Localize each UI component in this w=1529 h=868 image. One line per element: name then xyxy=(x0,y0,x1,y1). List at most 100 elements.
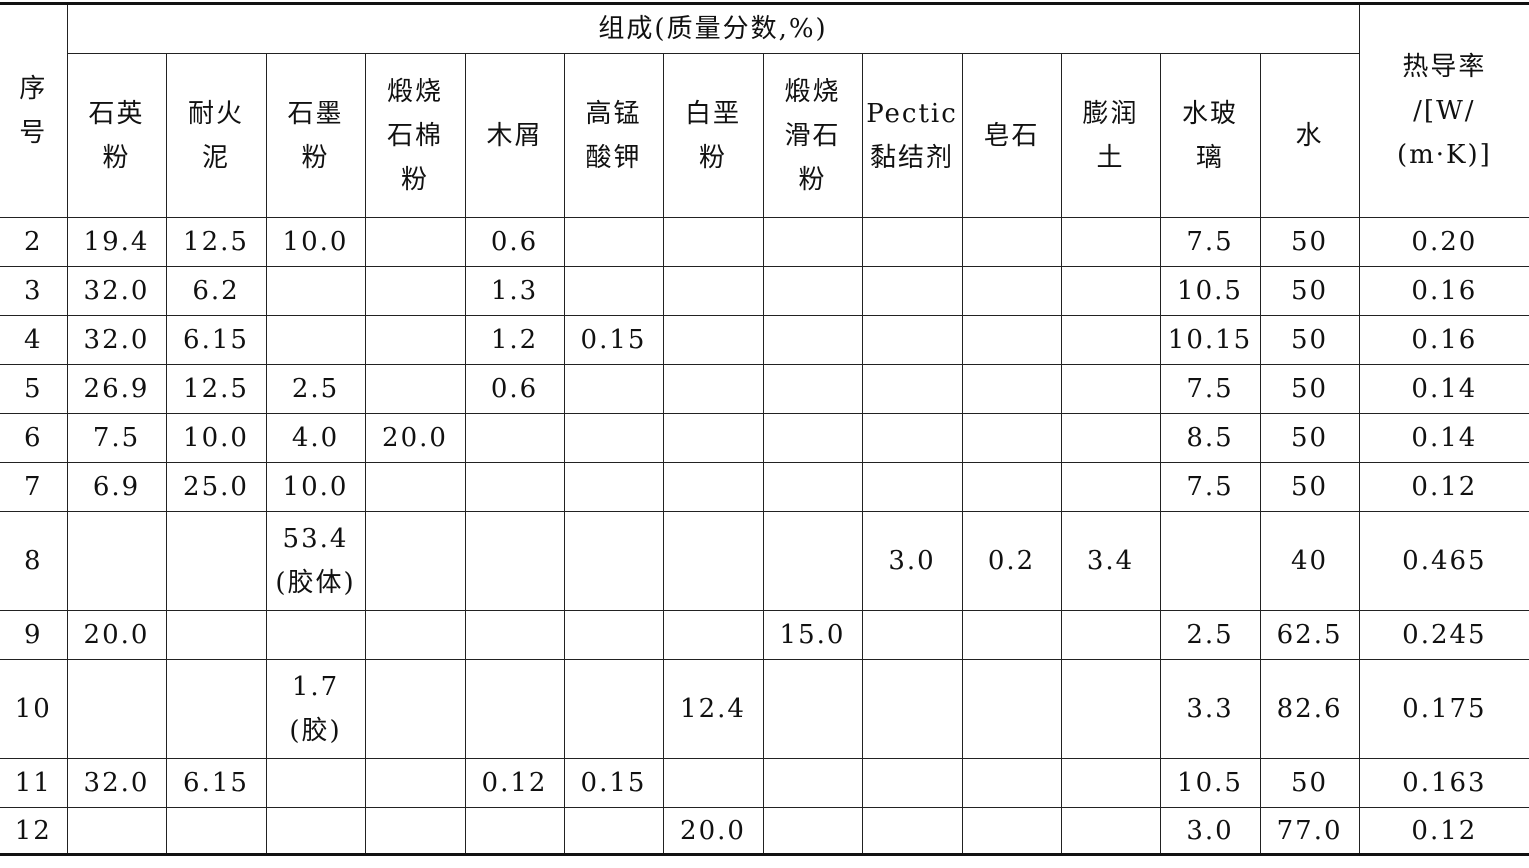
table-cell: 10.5 xyxy=(1159,266,1261,316)
table-cell: 6.15 xyxy=(165,758,267,808)
table-cell xyxy=(563,413,664,463)
row-index: 9 xyxy=(0,610,68,660)
column-header: 皂石 xyxy=(961,53,1062,218)
table-cell: 50 xyxy=(1259,364,1360,414)
table-cell: 2.5 xyxy=(1159,610,1261,660)
table-cell xyxy=(1060,217,1161,267)
row-index: 7 xyxy=(0,462,68,512)
conductivity-cell: 0.14 xyxy=(1358,364,1529,414)
table-cell xyxy=(364,364,466,414)
table-cell: 20.0 xyxy=(662,807,764,856)
table-cell: 10.0 xyxy=(265,462,366,512)
row-index: 5 xyxy=(0,364,68,414)
column-header: 煅烧 滑石 粉 xyxy=(762,53,863,218)
table-cell xyxy=(961,315,1062,365)
table-cell xyxy=(265,315,366,365)
table-row: 3 32.0 6.2 1.3 10.5 50 0.16 xyxy=(0,266,1529,316)
conductivity-cell: 0.12 xyxy=(1358,462,1529,512)
row-index: 12 xyxy=(0,807,68,856)
table-cell xyxy=(464,462,565,512)
table-cell xyxy=(563,659,664,759)
table-cell xyxy=(265,610,366,660)
table-cell xyxy=(165,807,267,856)
table-cell: 4.0 xyxy=(265,413,366,463)
table-cell xyxy=(961,413,1062,463)
table-cell: 7.5 xyxy=(1159,217,1261,267)
row-index: 6 xyxy=(0,413,68,463)
table-cell xyxy=(762,413,863,463)
table-cell: 26.9 xyxy=(66,364,167,414)
table-cell xyxy=(1060,659,1161,759)
table-cell xyxy=(364,511,466,611)
table-cell xyxy=(961,807,1062,856)
table-cell: 12.4 xyxy=(662,659,764,759)
table-cell xyxy=(662,266,764,316)
table-cell xyxy=(364,807,466,856)
table-cell xyxy=(861,217,963,267)
table-cell xyxy=(165,610,267,660)
table-cell: 50 xyxy=(1259,462,1360,512)
table-cell: 0.6 xyxy=(464,364,565,414)
table-cell: 1.2 xyxy=(464,315,565,365)
table-cell xyxy=(961,266,1062,316)
table-cell xyxy=(961,217,1062,267)
table-cell xyxy=(563,266,664,316)
table-cell xyxy=(464,807,565,856)
table-cell xyxy=(762,758,863,808)
table-cell: 62.5 xyxy=(1259,610,1360,660)
table-cell xyxy=(662,462,764,512)
table-cell xyxy=(563,511,664,611)
table-cell: 0.15 xyxy=(563,758,664,808)
table-cell xyxy=(861,610,963,660)
row-index: 8 xyxy=(0,511,68,611)
table-cell xyxy=(66,659,167,759)
table-cell xyxy=(762,364,863,414)
table-row: 5 26.9 12.5 2.5 0.6 7.5 50 0.14 xyxy=(0,364,1529,414)
row-index: 10 xyxy=(0,659,68,759)
row-index: 3 xyxy=(0,266,68,316)
table-cell xyxy=(861,758,963,808)
column-header: 高锰 酸钾 xyxy=(563,53,664,218)
table-row: 4 32.0 6.15 1.2 0.15 10.15 50 0.16 xyxy=(0,315,1529,365)
table-cell: 50 xyxy=(1259,266,1360,316)
table-cell: 0.2 xyxy=(961,511,1062,611)
table-cell xyxy=(762,266,863,316)
conductivity-cell: 0.245 xyxy=(1358,610,1529,660)
table-cell xyxy=(464,413,565,463)
table-cell xyxy=(464,511,565,611)
table-cell xyxy=(1159,511,1261,611)
table-cell: 1.3 xyxy=(464,266,565,316)
table-cell xyxy=(364,315,466,365)
column-header: 石墨 粉 xyxy=(265,53,366,218)
table-cell: 15.0 xyxy=(762,610,863,660)
table-cell: 7.5 xyxy=(66,413,167,463)
table-row: 11 32.0 6.15 0.12 0.15 10.5 50 0.163 xyxy=(0,758,1529,808)
table-cell xyxy=(464,610,565,660)
table-cell xyxy=(1060,364,1161,414)
table-cell: 32.0 xyxy=(66,758,167,808)
table-cell xyxy=(364,659,466,759)
table-row: 12 20.0 3.0 77.0 0.12 xyxy=(0,807,1529,856)
table-cell: 50 xyxy=(1259,315,1360,365)
table-cell: 7.5 xyxy=(1159,364,1261,414)
table-cell xyxy=(861,659,963,759)
table-cell xyxy=(364,266,466,316)
table-cell: 20.0 xyxy=(66,610,167,660)
table-cell xyxy=(762,315,863,365)
table-cell xyxy=(861,807,963,856)
table-cell xyxy=(662,758,764,808)
table-cell xyxy=(464,659,565,759)
table-cell xyxy=(1060,807,1161,856)
table-cell xyxy=(1060,315,1161,365)
table-cell xyxy=(861,266,963,316)
column-header: 耐火 泥 xyxy=(165,53,267,218)
table-cell: 0.15 xyxy=(563,315,664,365)
table-cell xyxy=(961,462,1062,512)
table-cell xyxy=(563,217,664,267)
column-header: 膨润 土 xyxy=(1060,53,1161,218)
conductivity-header: 热导率 /[W/ (m·K)] xyxy=(1358,2,1529,218)
table-cell: 0.6 xyxy=(464,217,565,267)
index-header: 序 号 xyxy=(0,2,68,218)
table-cell: 10.15 xyxy=(1159,315,1261,365)
header-row-group: 序 号 组成(质量分数,%) 热导率 /[W/ (m·K)] xyxy=(0,2,1529,218)
